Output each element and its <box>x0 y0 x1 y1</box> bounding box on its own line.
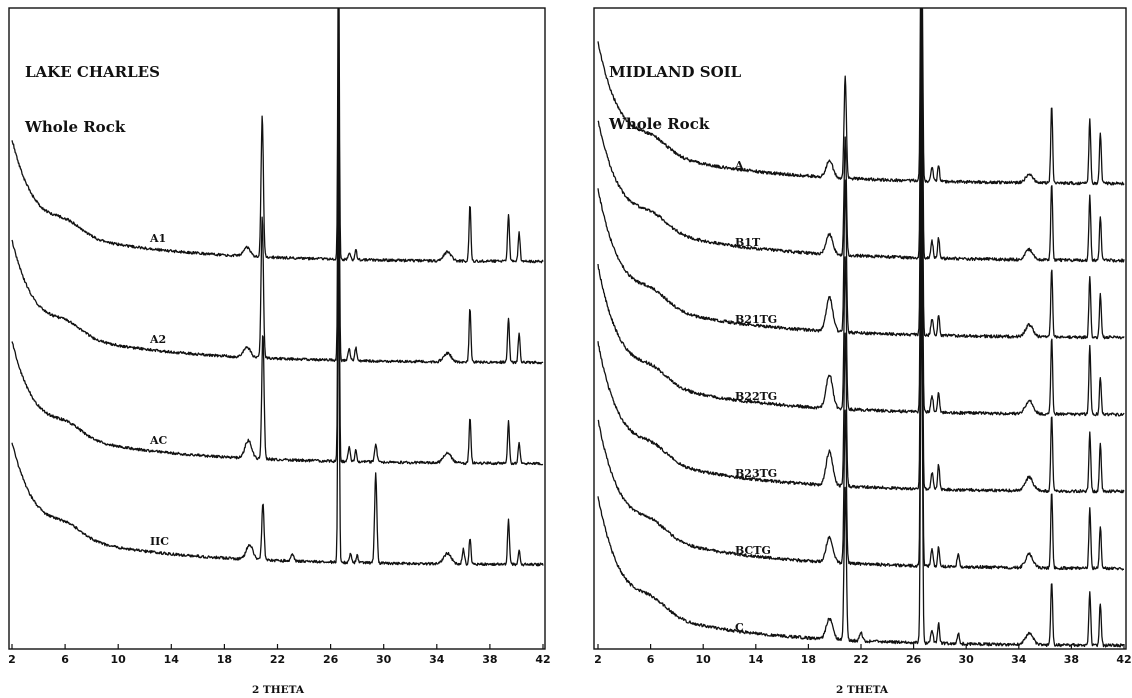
sample-label-c: C <box>735 621 744 634</box>
x-tick-label-10: 10 <box>111 653 127 666</box>
x-tick-label-22: 22 <box>270 653 285 666</box>
midland-soil-plot-frame <box>593 7 1127 650</box>
midland-soil-title: MIDLAND SOIL <box>609 63 742 81</box>
x-tick-label-14: 14 <box>164 653 180 666</box>
x-tick-label-22: 22 <box>853 653 868 666</box>
x-tick-label-18: 18 <box>801 653 816 666</box>
sample-label-b1t: B1T <box>735 236 761 249</box>
x-tick-label-38: 38 <box>1064 653 1079 666</box>
sample-label-a2: A2 <box>149 333 166 346</box>
trace-c <box>597 266 1125 648</box>
trace-iic <box>11 236 544 567</box>
lake-charles-subtitle: Whole Rock <box>24 118 126 136</box>
x-tick-label-42: 42 <box>1116 653 1131 666</box>
lake-charles-traces <box>11 8 544 567</box>
x-tick-label-34: 34 <box>1011 653 1027 666</box>
lake-charles-sample-labels: A1 A2 AC IIC <box>149 232 169 548</box>
x-tick-label-10: 10 <box>696 653 712 666</box>
x-tick-label-14: 14 <box>748 653 764 666</box>
midland-soil-traces <box>597 8 1125 648</box>
sample-label-ac: AC <box>149 434 168 447</box>
x-tick-label-30: 30 <box>376 653 392 666</box>
midland-soil-sample-labels: A B1T B21TG B22TG B23TG BCTG C <box>734 159 777 634</box>
x-tick-label-2: 2 <box>594 653 602 666</box>
trace-b23tg <box>597 115 1125 494</box>
x-tick-label-2: 2 <box>8 653 16 666</box>
x-tick-label-6: 6 <box>61 653 69 666</box>
midland-soil-x-axis-label: 2 THETA <box>836 684 889 696</box>
trace-b1t <box>597 8 1125 263</box>
x-tick-label-6: 6 <box>647 653 655 666</box>
lake-charles-x-axis-label: 2 THETA <box>252 684 305 696</box>
sample-label-b21tg: B21TG <box>735 313 777 326</box>
lake-charles-title: LAKE CHARLES <box>25 63 160 81</box>
x-tick-label-30: 30 <box>959 653 975 666</box>
lake-charles-x-axis-ticks: 2 6 10 14 18 22 26 30 34 38 42 <box>8 644 551 666</box>
midland-soil-panel: MIDLAND SOIL Whole Rock A B1T B21TG B22TG B2… <box>593 7 1132 696</box>
x-tick-label-26: 26 <box>323 653 339 666</box>
x-tick-label-42: 42 <box>535 653 550 666</box>
trace-a <box>597 8 1125 186</box>
trace-b21tg <box>597 8 1125 340</box>
midland-soil-x-axis-ticks: 2 6 10 14 18 22 26 30 34 38 42 <box>594 644 1132 666</box>
x-tick-label-38: 38 <box>482 653 497 666</box>
trace-a1 <box>11 8 544 264</box>
trace-ac <box>11 133 544 466</box>
sample-label-iic: IIC <box>150 535 169 548</box>
trace-a2 <box>11 34 544 365</box>
sample-label-bctg: BCTG <box>735 544 771 557</box>
sample-label-b23tg: B23TG <box>735 467 777 480</box>
x-tick-label-26: 26 <box>906 653 922 666</box>
midland-soil-subtitle: Whole Rock <box>608 115 710 133</box>
trace-b22tg <box>597 37 1125 417</box>
sample-label-a1: A1 <box>149 232 166 245</box>
x-tick-label-34: 34 <box>429 653 445 666</box>
sample-label-a: A <box>734 159 744 172</box>
x-tick-label-18: 18 <box>217 653 232 666</box>
trace-bctg <box>597 192 1125 571</box>
sample-label-b22tg: B22TG <box>735 390 777 403</box>
